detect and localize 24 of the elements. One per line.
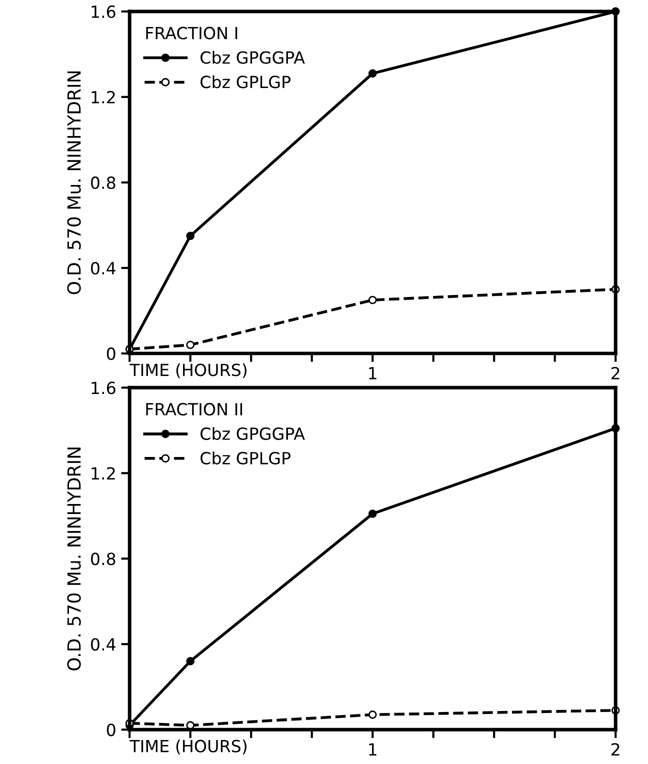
x-tick-label: 2 (612, 366, 620, 380)
legend-label: Cbz GPGGPA (200, 50, 305, 64)
legend-label: Cbz GPGGPA (200, 427, 305, 440)
y-axis-title: O.D. 570 Mu. NINHYDRIN (67, 71, 81, 294)
y-tick-label: 0 (106, 347, 116, 360)
y-tick-label: 0.4 (91, 262, 116, 275)
x-tick-label: 2 (612, 743, 620, 756)
legend-label: Cbz GPLGP (200, 75, 291, 88)
y-axis-title: O.D. 570 Mu. NINHYDRIN (67, 448, 81, 670)
legend-title: FRACTION I (146, 26, 238, 40)
legend-title: FRACTION II (146, 402, 242, 416)
y-tick-label: 1.6 (92, 5, 116, 18)
x-axis-title: TIME (HOURS) (130, 740, 246, 754)
y-tick-label: 0 (106, 724, 116, 736)
y-tick-label: 0.8 (91, 552, 116, 566)
x-tick-label: 1 (369, 367, 376, 380)
y-tick-label: 1.2 (92, 467, 115, 480)
y-tick-label: 0.8 (91, 176, 116, 190)
legend-label: Cbz GPLGP (200, 452, 291, 464)
x-tick-label: 1 (369, 743, 376, 756)
y-tick-label: 0.4 (91, 638, 116, 651)
x-axis-title: TIME (HOURS) (130, 363, 246, 378)
y-tick-label: 1.6 (92, 382, 116, 394)
y-tick-label: 1.2 (92, 90, 115, 104)
